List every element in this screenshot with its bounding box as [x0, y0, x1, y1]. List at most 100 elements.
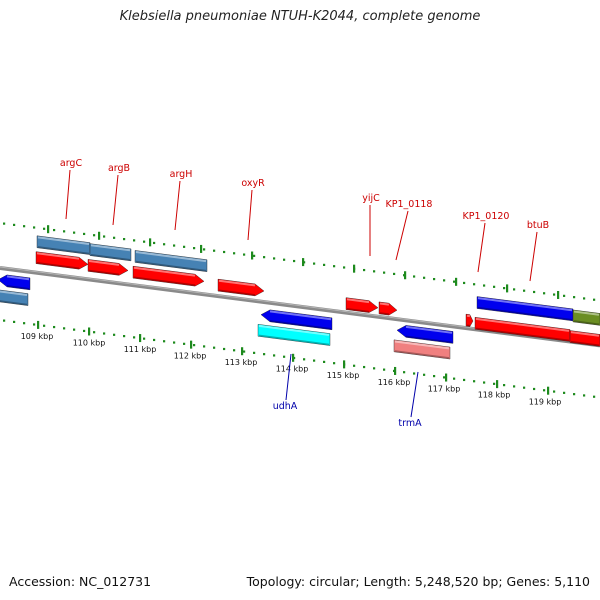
cds-yijC-body [345, 297, 379, 313]
gene-left-edge-2 [0, 289, 29, 306]
gene-trmA-body [396, 325, 454, 344]
cds-KP1_0118-shade [379, 312, 389, 315]
upper-scale-minor-tick [143, 240, 146, 243]
genome-summary-text: Topology: circular; Length: 5,248,520 bp… [246, 574, 590, 589]
cds-oxyR-shine [218, 279, 256, 287]
upper-scale-minor-tick [383, 271, 386, 274]
upper-scale-minor-tick [323, 263, 326, 266]
scale-label: 111 kbp [124, 345, 157, 354]
scale-label: 112 kbp [174, 352, 207, 361]
lower-scale-minor-tick [563, 391, 566, 394]
upper-scale-minor-tick [373, 270, 376, 273]
upper-scale-minor-tick [293, 259, 296, 263]
cds-trmA-shine [394, 340, 450, 350]
scale-ticks [3, 222, 596, 398]
upper-scale-major-tick [302, 258, 305, 267]
lower-scale-minor-tick [193, 344, 196, 347]
upper-scale-minor-tick [313, 262, 316, 265]
upper-scale-minor-tick [503, 287, 506, 290]
cds-fragment-body [465, 313, 474, 327]
upper-scale-minor-tick [193, 247, 196, 250]
upper-scale-minor-tick [73, 231, 76, 234]
lower-scale-minor-tick [263, 353, 266, 356]
cds-btuB-shine [570, 331, 600, 337]
upper-scale-minor-tick [453, 280, 456, 283]
gene-trmA [396, 325, 454, 344]
lower-scale-minor-tick [363, 365, 366, 369]
cds-btuB-body [569, 330, 600, 347]
lower-scale-minor-tick [13, 320, 16, 324]
upper-scale-minor-tick [243, 253, 246, 256]
lower-scale-major-tick [190, 340, 193, 349]
cds-KP1_0118 [378, 301, 398, 316]
lower-scale-major-tick [292, 353, 295, 362]
scale-labels: 109 kbp 110 kbp 111 kbp 112 kbp 113 kbp 114 k… [21, 332, 562, 407]
lower-scale-minor-tick [223, 347, 226, 351]
lower-scale-minor-tick [573, 393, 576, 396]
scale-label: 118 kbp [478, 391, 511, 400]
gene-argH-shade [135, 260, 207, 272]
scale-label: 113 kbp [225, 358, 258, 367]
gene-label-trmA: trmA [398, 418, 422, 429]
lower-scale-minor-tick [113, 333, 116, 336]
label-leader [395, 210, 409, 261]
lower-scale-major-tick [139, 334, 142, 343]
upper-scale-minor-tick [283, 258, 286, 261]
scale-label: 115 kbp [327, 371, 360, 380]
lower-scale-minor-tick [73, 328, 76, 331]
cds-trmA-body [393, 339, 451, 360]
lower-scale-minor-tick [323, 360, 326, 363]
upper-scale-minor-tick [493, 285, 496, 288]
lower-scale-minor-tick [213, 346, 216, 349]
scale-label: 110 kbp [73, 338, 106, 347]
lower-scale-minor-tick [533, 387, 536, 391]
upper-scale-minor-tick [533, 290, 536, 294]
gene-label-KP1_0118: KP1_0118 [386, 199, 433, 210]
gene-udhA [260, 309, 333, 331]
lower-scale-minor-tick [253, 351, 256, 354]
gene-label-argC: argC [60, 158, 83, 169]
upper-scale-minor-tick [253, 254, 256, 257]
scale-label: 116 kbp [378, 378, 411, 387]
lower-scale-minor-tick [163, 340, 166, 343]
cds-argH-shine [133, 266, 196, 277]
lower-scale-minor-tick [83, 329, 86, 333]
upper-scale-major-tick [557, 290, 560, 299]
lower-scale-minor-tick [473, 380, 476, 383]
lower-scale-minor-tick [53, 325, 56, 329]
upper-scale-major-tick [506, 284, 509, 293]
cds-argB-shine [88, 259, 120, 266]
gene-argB-shine [90, 244, 131, 252]
cds-argH-body [132, 265, 205, 287]
cds-trmA-shade [394, 350, 450, 359]
upper-scale-minor-tick [463, 281, 466, 285]
lower-scale-minor-tick [23, 322, 26, 325]
lower-scale-minor-tick [483, 381, 486, 384]
gene-left-edge-2-shine [0, 290, 28, 296]
upper-scale-minor-tick [543, 292, 546, 295]
gene-labels: argC argB argH oxyR yijC KP1_0118 KP1_0120 btuB… [60, 158, 549, 429]
upper-scale-minor-tick [523, 289, 526, 292]
gene-left-edge-body [0, 274, 31, 291]
gene-label-oxyR: oxyR [241, 178, 265, 189]
gene-label-argH: argH [170, 169, 193, 180]
label-leader [112, 174, 119, 226]
lower-scale-minor-tick [513, 385, 516, 388]
lower-scale-minor-tick [463, 378, 466, 382]
upper-scale-minor-tick [553, 293, 556, 296]
lower-scale-minor-tick [123, 334, 126, 338]
genome-title: Klebsiella pneumoniae NTUH-K2044, comple… [119, 9, 481, 24]
upper-scale-major-tick [47, 225, 50, 234]
upper-scale-minor-tick [3, 222, 6, 225]
lower-scale-minor-tick [183, 342, 186, 345]
scale-label: 117 kbp [428, 384, 461, 393]
upper-scale-minor-tick [273, 257, 276, 260]
lower-scale-minor-tick [273, 354, 276, 357]
cds-oxyR [217, 278, 265, 297]
lower-scale-minor-tick [103, 332, 106, 335]
gene-left-edge [0, 274, 31, 291]
lower-scale-minor-tick [63, 327, 66, 330]
label-leader [285, 353, 292, 401]
lower-scale-minor-tick [133, 336, 136, 339]
